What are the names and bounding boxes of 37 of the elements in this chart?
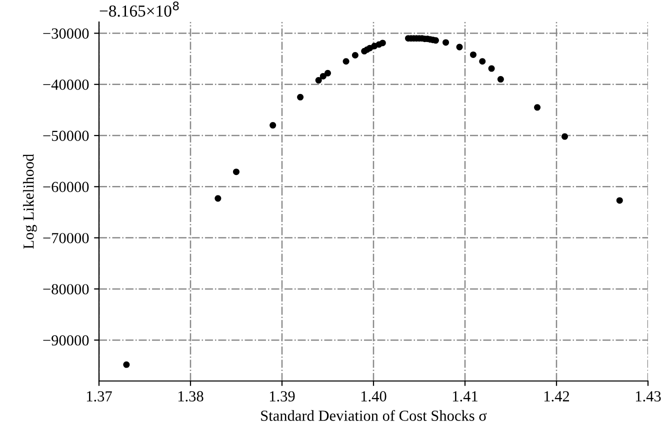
point bbox=[561, 133, 568, 140]
x-tick-label: 1.40 bbox=[361, 391, 386, 402]
y-axis-title: Log Likelihood bbox=[23, 154, 37, 249]
point bbox=[320, 72, 326, 80]
point bbox=[534, 104, 541, 111]
y-tick-label: −40000 bbox=[43, 80, 89, 90]
x-axis-title: Standard Deviation of Cost Shocks σ bbox=[261, 410, 487, 421]
point bbox=[456, 44, 463, 50]
point bbox=[488, 65, 495, 72]
point bbox=[479, 58, 486, 65]
y-tick-label: −80000 bbox=[43, 284, 89, 294]
x-tick-label: 1.42 bbox=[544, 391, 570, 402]
x-tick-label: 1.39 bbox=[270, 391, 295, 402]
y-tick-label: −50000 bbox=[43, 130, 89, 141]
point bbox=[470, 51, 476, 58]
point bbox=[616, 197, 623, 204]
point bbox=[297, 94, 304, 100]
point bbox=[232, 168, 240, 176]
text: −8.165×10$^{8}$ bbox=[100, 1, 179, 17]
y-tick-label: −30000 bbox=[43, 28, 89, 39]
point bbox=[497, 76, 504, 83]
point bbox=[270, 122, 276, 129]
x-tick-label: 1.37 bbox=[86, 391, 112, 402]
point bbox=[352, 52, 358, 58]
point bbox=[379, 40, 386, 46]
point bbox=[442, 39, 450, 46]
x-tick-label: 1.38 bbox=[178, 391, 204, 402]
x-tick-label: 1.43 bbox=[636, 391, 661, 402]
y-tick-label: −60000 bbox=[43, 182, 89, 192]
x-tick-label: 1.41 bbox=[452, 391, 478, 402]
point bbox=[214, 195, 222, 202]
point bbox=[342, 58, 350, 65]
point bbox=[324, 70, 332, 76]
point bbox=[315, 77, 322, 84]
y-tick-label: −90000 bbox=[43, 335, 89, 346]
y-tick-label: −70000 bbox=[43, 232, 89, 244]
point bbox=[123, 361, 130, 368]
